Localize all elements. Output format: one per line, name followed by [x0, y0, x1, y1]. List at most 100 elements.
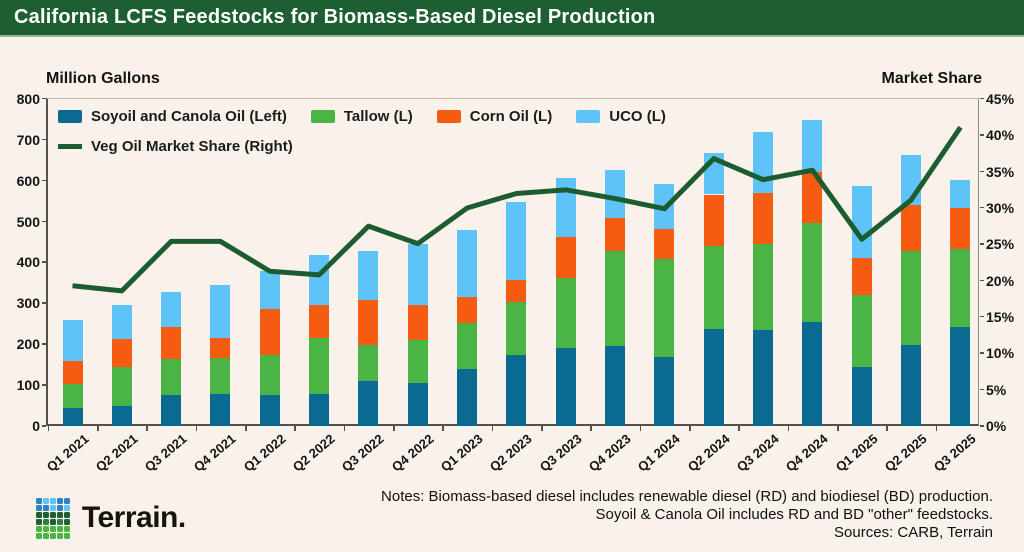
left-axis-tick-label: 600 [16, 172, 40, 189]
x-axis-tick-mark [689, 426, 691, 431]
bar-segment-soyoil [605, 346, 626, 426]
right-axis-tick-mark [980, 243, 984, 245]
x-axis-tick-mark [491, 426, 494, 431]
left-axis-tick-mark [42, 138, 46, 141]
logo-grid-cell [36, 526, 42, 532]
bar-segment-soyoil [703, 329, 724, 426]
legend-label: Tallow (L) [343, 108, 413, 125]
bar-segment-tallow [506, 302, 527, 355]
legend-row-line: Veg Oil Market Share (Right) [58, 138, 690, 155]
logo-grid-cell [36, 519, 42, 525]
title-bar: California LCFS Feedstocks for Biomass-B… [0, 0, 1024, 37]
note-line-3: Sources: CARB, Terrain [834, 524, 993, 541]
bar-segment-tallow [259, 354, 280, 395]
bar-segment-soyoil [259, 394, 280, 426]
bar-segment-corn [111, 338, 132, 367]
bar-segment-corn [309, 304, 330, 339]
bar-segment-uco [654, 184, 675, 229]
x-axis-tick-mark [639, 426, 642, 431]
bar-segment-uco [457, 230, 478, 297]
logo-grid-cell [50, 526, 56, 532]
x-axis-label: Q4 2022 [388, 431, 437, 475]
brand-name: Terrain. [81, 501, 186, 535]
logo-grid-cell [43, 526, 49, 532]
bar-segment-soyoil [210, 394, 231, 426]
legend-item: UCO (L) [576, 108, 666, 125]
logo-grid-cell [43, 533, 49, 539]
bar-segment-uco [358, 251, 379, 300]
bar-segment-uco [259, 270, 280, 309]
x-axis-tick-mark [935, 426, 938, 431]
bar-segment-corn [506, 279, 527, 303]
bar-segment-uco [851, 185, 872, 258]
x-axis-tick-mark [245, 426, 247, 431]
logo-grid-cell [57, 533, 63, 539]
legend-label: Veg Oil Market Share (Right) [91, 138, 293, 155]
x-axis-tick-mark [393, 426, 395, 431]
legend-label: Soyoil and Canola Oil (Left) [91, 108, 287, 125]
left-axis-tick-mark [42, 302, 46, 304]
left-axis-tick-mark [42, 261, 46, 263]
bar-segment-tallow [358, 345, 379, 381]
x-axis-label: Q3 2023 [536, 431, 585, 475]
bar-segment-tallow [210, 358, 231, 395]
terrain-logo-grid-icon [36, 498, 70, 539]
right-axis-tick-mark [980, 206, 984, 209]
bar-segment-uco [111, 304, 132, 339]
bar-segment-uco [407, 243, 428, 306]
bar-segment-tallow [111, 366, 132, 406]
bar-segment-soyoil [161, 394, 182, 426]
bar-segment-corn [555, 237, 576, 278]
right-axis-tick-label: 40% [986, 127, 1015, 144]
note-line-1: Notes: Biomass-based diesel includes ren… [381, 488, 993, 505]
left-axis-tick-mark [42, 343, 46, 345]
bar-segment-soyoil [950, 327, 971, 426]
logo-grid-cell [64, 519, 70, 525]
x-axis-label: Q2 2023 [487, 431, 536, 475]
right-axis-tick-label: 15% [986, 308, 1015, 325]
bar-segment-tallow [753, 244, 774, 330]
bar-segment-tallow [309, 338, 330, 395]
x-axis-tick-mark [541, 426, 543, 431]
left-axis-title: Million Gallons [46, 70, 160, 87]
x-axis-label: Q1 2024 [635, 431, 684, 475]
legend-swatch-icon [436, 110, 461, 123]
bar-segment-soyoil [407, 382, 428, 426]
legend-swatch-icon [58, 110, 82, 123]
right-axis-tick-mark [980, 97, 984, 100]
right-axis-tick-label: 30% [986, 199, 1015, 216]
logo-grid-cell [43, 512, 49, 518]
bar-segment-soyoil [555, 347, 576, 426]
bar-segment-uco [555, 178, 576, 238]
legend-item: Corn Oil (L) [436, 108, 552, 125]
left-axis-tick-label: 500 [16, 213, 40, 230]
bar-segment-tallow [161, 358, 182, 395]
bar-segment-corn [753, 192, 774, 245]
logo-grid-cell [43, 505, 49, 511]
logo-grid-cell [57, 498, 63, 504]
legend-item: Soyoil and Canola Oil (Left) [58, 108, 287, 125]
bar-segment-soyoil [62, 407, 83, 426]
logo-grid-cell [57, 512, 63, 518]
bar-segment-corn [259, 308, 280, 355]
bar-segment-tallow [62, 384, 83, 408]
x-axis-tick-mark [47, 426, 50, 431]
left-axis-tick-mark [42, 384, 46, 386]
bar-segment-soyoil [753, 329, 774, 426]
bar-segment-uco [753, 132, 774, 193]
bar-segment-corn [654, 228, 675, 259]
logo-grid-cell [36, 505, 42, 511]
logo-grid-cell [64, 512, 70, 518]
bar-segment-uco [605, 169, 626, 218]
x-axis-label: Q2 2022 [289, 431, 338, 475]
x-axis-label: Q4 2024 [783, 431, 832, 475]
right-axis-tick-mark [980, 279, 984, 282]
chart-legend: Soyoil and Canola Oil (Left) Tallow (L) Co… [58, 108, 690, 168]
bar-segment-soyoil [654, 357, 675, 426]
right-axis-tick-label: 5% [986, 381, 1007, 398]
bar-segment-tallow [654, 258, 675, 358]
x-axis-tick-mark [787, 426, 790, 431]
logo-grid-cell [57, 505, 63, 511]
logo-grid-cell [50, 498, 56, 504]
